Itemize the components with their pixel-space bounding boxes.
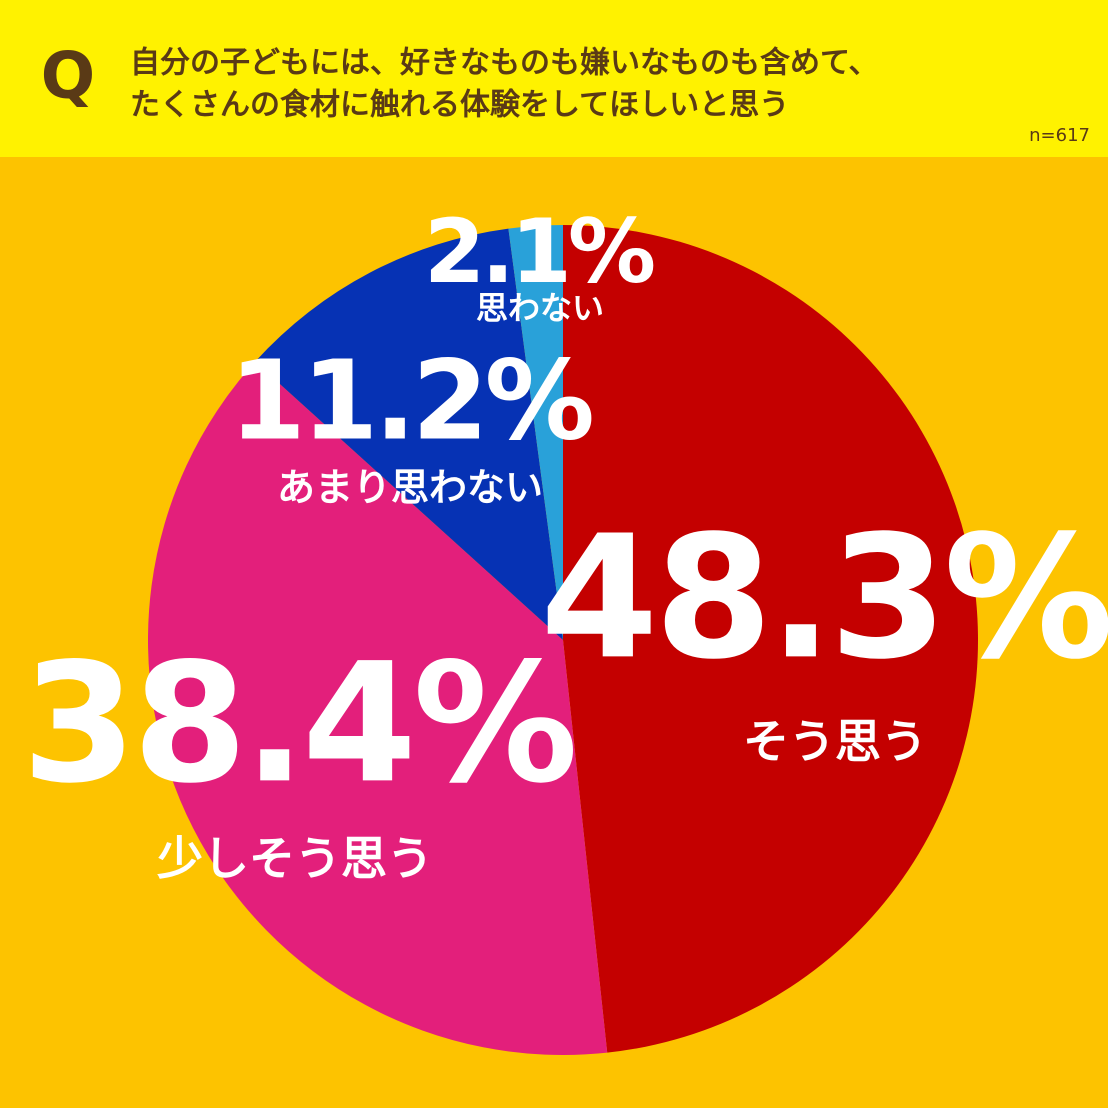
sample-size: n=617 [1029,125,1090,146]
pie-slice [508,225,563,640]
category-label: 思わない [476,289,604,327]
value-label: 11.2% [229,336,591,464]
value-label: 48.3% [540,499,1108,697]
pie-slice [563,225,979,1053]
category-label: あまり思わない [277,466,543,510]
header [0,0,1108,157]
value-label: 38.4% [22,627,574,819]
pie-slice [147,361,608,1056]
badge: Q [41,40,95,114]
value-label: 2.1% [424,200,654,303]
pie-slice [255,228,563,640]
category-label: そう思う [743,715,927,769]
title-line: たくさんの食材に触れる体験をしてほしいと思う [130,88,789,123]
category-label: 少しそう思う [157,832,433,886]
title-line: 自分の子どもには、好きなものも嫌いなものも含めて、 [130,46,879,81]
